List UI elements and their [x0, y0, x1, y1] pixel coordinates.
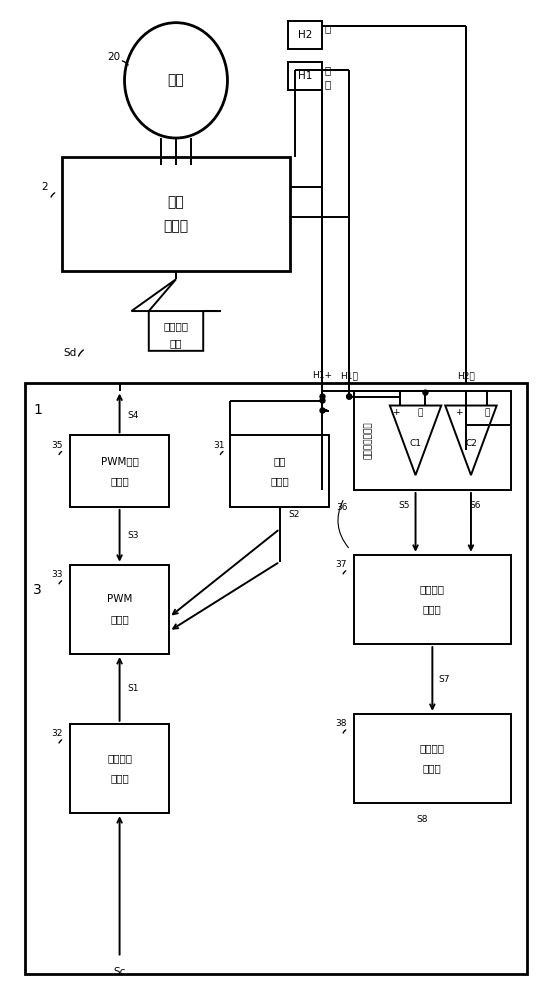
Bar — [70, 435, 169, 507]
Text: 检测部: 检测部 — [423, 764, 442, 774]
Text: 旋转位置检测部: 旋转位置检测部 — [364, 422, 372, 459]
Text: Sd: Sd — [63, 348, 76, 358]
Text: S5: S5 — [398, 501, 410, 510]
Text: S3: S3 — [128, 531, 139, 540]
Text: 计算部: 计算部 — [271, 476, 289, 486]
Text: +: + — [455, 408, 463, 417]
Bar — [62, 157, 290, 271]
Text: 33: 33 — [51, 570, 63, 579]
Text: H1: H1 — [298, 71, 312, 81]
Circle shape — [320, 408, 325, 413]
Text: 36: 36 — [336, 503, 348, 512]
Circle shape — [320, 394, 325, 399]
Polygon shape — [445, 406, 497, 475]
Text: +: + — [392, 408, 400, 417]
Text: S8: S8 — [417, 815, 428, 824]
Text: PWM信号: PWM信号 — [100, 456, 139, 466]
Circle shape — [347, 394, 352, 399]
Text: 1: 1 — [33, 403, 42, 418]
Circle shape — [347, 394, 352, 399]
Text: PWM: PWM — [107, 594, 132, 604]
Text: 电机: 电机 — [168, 195, 185, 209]
Text: S7: S7 — [438, 674, 450, 684]
Bar — [70, 724, 169, 813]
Bar — [354, 555, 511, 644]
Bar — [354, 714, 511, 803]
Text: 指令部: 指令部 — [110, 614, 129, 624]
Text: 2: 2 — [41, 182, 48, 192]
Bar — [230, 435, 329, 507]
Text: 旋转方向: 旋转方向 — [420, 584, 445, 594]
Text: 判别部: 判别部 — [423, 604, 442, 614]
Text: 转速: 转速 — [274, 456, 286, 466]
Text: 电机: 电机 — [168, 73, 185, 87]
Bar — [288, 62, 323, 90]
Polygon shape — [390, 406, 441, 475]
Text: 38: 38 — [336, 719, 347, 728]
Ellipse shape — [124, 23, 228, 138]
Text: 3: 3 — [33, 582, 42, 596]
Bar — [25, 383, 527, 974]
Circle shape — [320, 398, 325, 403]
Text: H1－: H1－ — [340, 371, 358, 380]
Text: 信号: 信号 — [170, 338, 182, 348]
Text: S1: S1 — [128, 684, 139, 693]
Text: H1+: H1+ — [312, 371, 333, 380]
Text: C1: C1 — [410, 439, 422, 448]
Text: 解析部: 解析部 — [110, 773, 129, 783]
Text: 37: 37 — [336, 560, 347, 569]
Text: 20: 20 — [107, 52, 120, 62]
Text: 速度指令: 速度指令 — [107, 754, 132, 764]
Text: ＋: ＋ — [324, 79, 330, 89]
Text: 旋转异常: 旋转异常 — [420, 744, 445, 754]
Bar — [288, 21, 323, 49]
Text: Sc: Sc — [114, 967, 126, 977]
Text: 32: 32 — [51, 729, 63, 738]
Text: 驱动控制: 驱动控制 — [163, 321, 188, 331]
Text: S2: S2 — [288, 510, 299, 519]
Bar — [70, 565, 169, 654]
Text: S4: S4 — [128, 411, 139, 420]
Bar — [354, 391, 511, 490]
Text: 驱动部: 驱动部 — [163, 219, 188, 233]
Text: H2: H2 — [298, 30, 312, 40]
Text: C2: C2 — [465, 439, 477, 448]
Text: S6: S6 — [469, 501, 480, 510]
Text: H2－: H2－ — [457, 371, 475, 380]
Text: 生成部: 生成部 — [110, 476, 129, 486]
Text: 35: 35 — [51, 441, 63, 450]
Text: －: － — [324, 24, 330, 34]
Text: 31: 31 — [213, 441, 224, 450]
Text: －: － — [418, 408, 423, 417]
Polygon shape — [132, 279, 221, 351]
Circle shape — [423, 390, 428, 395]
Text: －: － — [324, 65, 330, 75]
Text: －: － — [484, 408, 490, 417]
